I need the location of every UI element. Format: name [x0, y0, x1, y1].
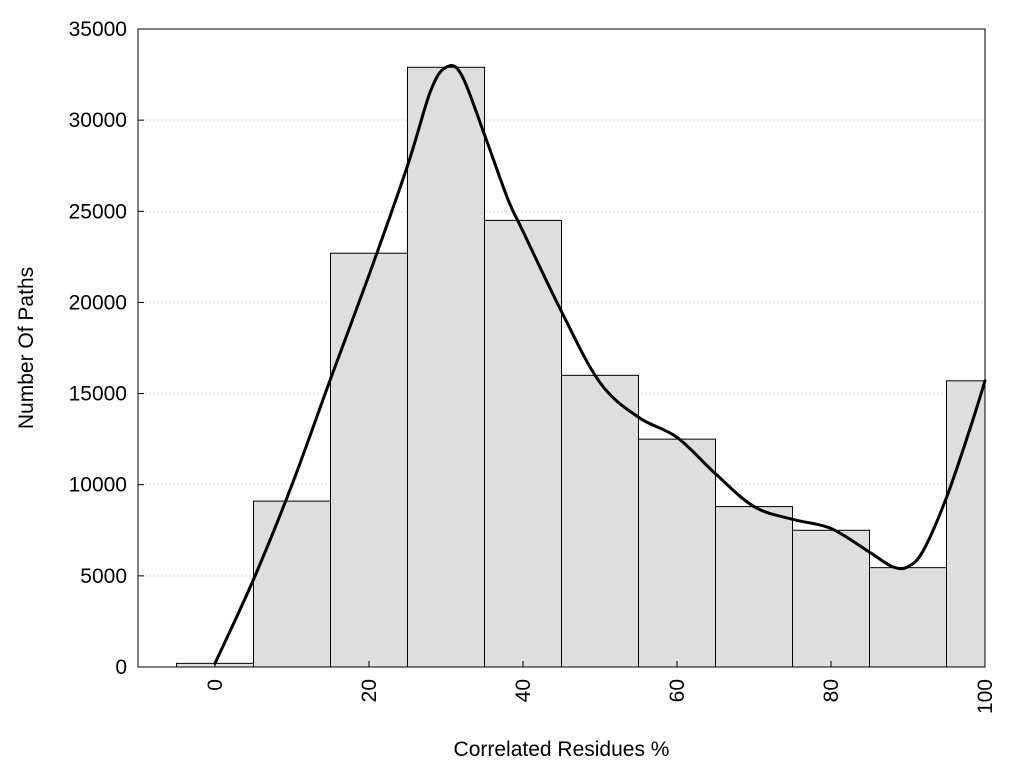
x-tick-label: 80: [820, 679, 843, 702]
y-axis-title: Number Of Paths: [15, 267, 38, 429]
y-tick-label: 20000: [69, 291, 127, 314]
x-axis-ticks: 0 20 40 60 80 100: [204, 661, 997, 714]
x-tick-label: 100: [974, 679, 997, 714]
x-axis-title: Correlated Residues %: [454, 738, 670, 761]
histogram-bar: [715, 506, 793, 668]
x-tick-label: 60: [666, 679, 689, 702]
x-tick-label: 40: [512, 679, 535, 702]
x-tick-label: 20: [358, 679, 381, 702]
histogram-bar: [253, 500, 331, 668]
y-tick-label: 10000: [69, 474, 127, 497]
histogram-bar: [407, 66, 485, 668]
y-tick-label: 15000: [69, 383, 127, 406]
y-tick-label: 35000: [69, 18, 127, 41]
histogram-bar: [638, 438, 716, 668]
histogram-bar: [946, 380, 986, 668]
plot-frame: [137, 28, 986, 668]
y-axis-ticks: 0 5000 10000 15000 20000 25000 30000 35000: [69, 18, 144, 679]
histogram-bar: [561, 374, 639, 668]
smooth-curve-layer: [213, 63, 987, 665]
histogram-bar: [330, 252, 408, 668]
x-tick-label: 0: [204, 679, 227, 691]
histogram-bar: [792, 529, 870, 668]
y-tick-label: 30000: [69, 109, 127, 132]
y-tick-label: 25000: [69, 200, 127, 223]
y-tick-label: 0: [115, 656, 127, 679]
histogram-bar: [869, 567, 947, 668]
bars: [176, 66, 986, 668]
smooth-curve: [213, 63, 987, 665]
y-tick-label: 5000: [80, 565, 127, 588]
